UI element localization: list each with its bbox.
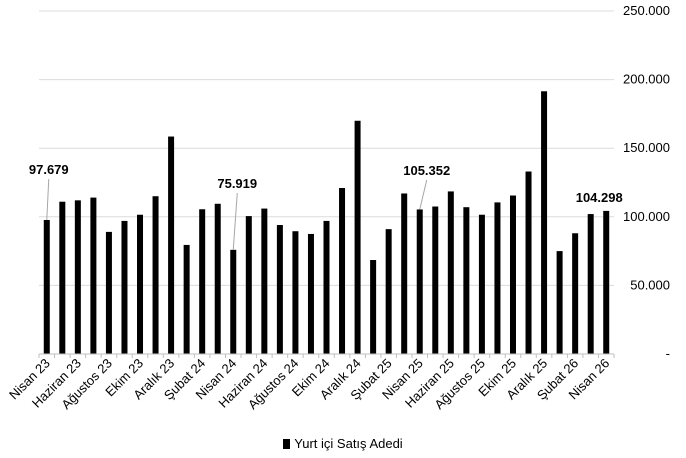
data-label: 105.352 xyxy=(403,163,450,178)
bar xyxy=(276,225,283,354)
annotation-leader xyxy=(232,192,238,250)
bar xyxy=(323,220,330,354)
bar xyxy=(168,136,175,354)
bar xyxy=(416,209,423,354)
bar xyxy=(603,210,610,354)
y-tick-label: 50.000 xyxy=(630,277,670,292)
bar xyxy=(214,203,221,354)
legend-swatch xyxy=(283,439,291,449)
bar xyxy=(183,244,190,354)
bar xyxy=(59,201,66,354)
bar xyxy=(432,206,439,354)
bar xyxy=(74,200,81,354)
y-tick-label: 250.000 xyxy=(623,3,670,18)
bar xyxy=(43,219,50,354)
bar xyxy=(292,231,299,354)
bar xyxy=(525,171,532,354)
data-label: 75.919 xyxy=(217,176,257,191)
bar xyxy=(121,220,128,354)
bar xyxy=(478,214,485,354)
bar xyxy=(339,187,346,354)
bar xyxy=(137,214,144,354)
bar xyxy=(401,193,408,354)
bar xyxy=(245,216,252,354)
y-axis-ticks: - 50.000 100.000 150.000 200.000 250.000 xyxy=(623,3,670,361)
y-tick-label: 100.000 xyxy=(623,209,670,224)
bar xyxy=(199,209,206,354)
bar xyxy=(494,202,501,354)
bar xyxy=(307,233,314,354)
bar-series xyxy=(43,91,610,354)
bar xyxy=(572,233,579,354)
bar xyxy=(90,197,97,354)
bar xyxy=(447,191,454,354)
y-tick-label: 200.000 xyxy=(623,72,670,87)
bar xyxy=(385,229,392,354)
bar xyxy=(152,196,159,354)
bar xyxy=(556,251,563,354)
x-axis xyxy=(38,353,615,358)
gridlines xyxy=(39,10,614,286)
data-label: 97.679 xyxy=(29,162,69,177)
bar xyxy=(463,207,470,354)
bar xyxy=(587,214,594,354)
data-label: 104.298 xyxy=(576,190,623,205)
y-tick-label: 150.000 xyxy=(623,140,670,155)
bar xyxy=(261,208,268,354)
annotation-leader xyxy=(46,178,50,221)
bar xyxy=(541,91,548,354)
legend-label: Yurt içi Satış Adedi xyxy=(294,436,403,451)
data-labels: 97.679 75.919 105.352 104.298 xyxy=(29,162,623,250)
y-tick-label: - xyxy=(666,346,670,361)
bar xyxy=(354,120,361,354)
legend: Yurt içi Satış Adedi xyxy=(0,436,686,452)
bar xyxy=(105,231,112,354)
annotation-leader xyxy=(419,179,428,210)
bar xyxy=(370,260,377,354)
bar xyxy=(230,249,237,354)
bar xyxy=(509,195,516,354)
